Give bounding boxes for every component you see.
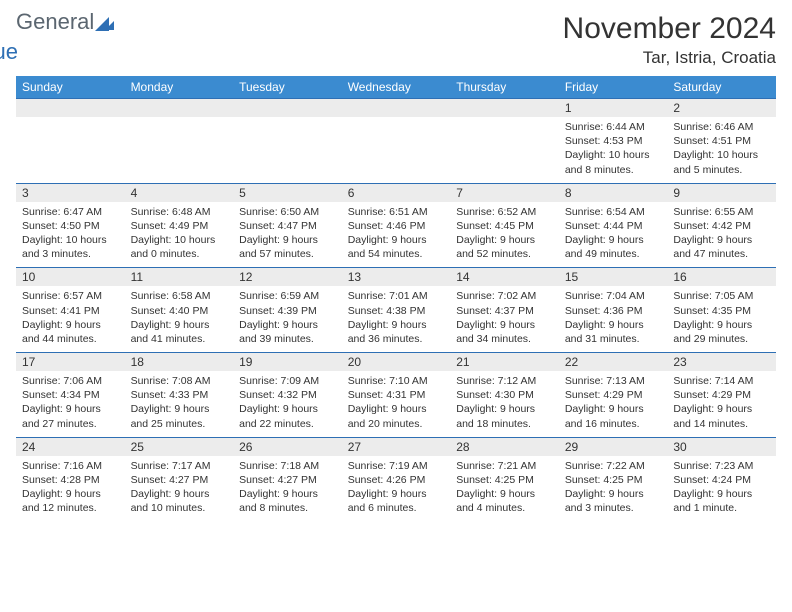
day-number: 10 bbox=[16, 268, 125, 287]
day-info: Sunrise: 6:52 AMSunset: 4:45 PMDaylight:… bbox=[450, 202, 559, 268]
day-info: Sunrise: 7:18 AMSunset: 4:27 PMDaylight:… bbox=[233, 456, 342, 522]
day-info: Sunrise: 6:50 AMSunset: 4:47 PMDaylight:… bbox=[233, 202, 342, 268]
day-info: Sunrise: 7:08 AMSunset: 4:33 PMDaylight:… bbox=[125, 371, 234, 437]
weekday-header: Tuesday bbox=[233, 76, 342, 99]
day-info: Sunrise: 6:59 AMSunset: 4:39 PMDaylight:… bbox=[233, 286, 342, 352]
day-number: 8 bbox=[559, 183, 668, 202]
header: General Blue November 2024 Tar, Istria, … bbox=[16, 12, 776, 68]
day-info: Sunrise: 7:22 AMSunset: 4:25 PMDaylight:… bbox=[559, 456, 668, 522]
day-info: Sunrise: 6:57 AMSunset: 4:41 PMDaylight:… bbox=[16, 286, 125, 352]
logo: General Blue bbox=[16, 12, 114, 52]
day-info: Sunrise: 7:05 AMSunset: 4:35 PMDaylight:… bbox=[667, 286, 776, 352]
day-number: 16 bbox=[667, 268, 776, 287]
day-number: 22 bbox=[559, 353, 668, 372]
day-info: Sunrise: 6:58 AMSunset: 4:40 PMDaylight:… bbox=[125, 286, 234, 352]
empty-cell bbox=[125, 117, 234, 183]
day-number: 5 bbox=[233, 183, 342, 202]
day-number: 11 bbox=[125, 268, 234, 287]
day-info: Sunrise: 7:10 AMSunset: 4:31 PMDaylight:… bbox=[342, 371, 451, 437]
day-number: 4 bbox=[125, 183, 234, 202]
day-number: 15 bbox=[559, 268, 668, 287]
weekday-header: Monday bbox=[125, 76, 234, 99]
day-number: 29 bbox=[559, 437, 668, 456]
day-number: 23 bbox=[667, 353, 776, 372]
empty-cell bbox=[233, 99, 342, 118]
day-number: 3 bbox=[16, 183, 125, 202]
empty-cell bbox=[450, 117, 559, 183]
day-number: 13 bbox=[342, 268, 451, 287]
day-number: 21 bbox=[450, 353, 559, 372]
day-info: Sunrise: 6:48 AMSunset: 4:49 PMDaylight:… bbox=[125, 202, 234, 268]
day-number: 17 bbox=[16, 353, 125, 372]
day-number: 25 bbox=[125, 437, 234, 456]
day-number: 20 bbox=[342, 353, 451, 372]
empty-cell bbox=[450, 99, 559, 118]
empty-cell bbox=[233, 117, 342, 183]
day-info: Sunrise: 7:06 AMSunset: 4:34 PMDaylight:… bbox=[16, 371, 125, 437]
day-number: 14 bbox=[450, 268, 559, 287]
location: Tar, Istria, Croatia bbox=[563, 48, 776, 68]
day-info: Sunrise: 6:46 AMSunset: 4:51 PMDaylight:… bbox=[667, 117, 776, 183]
day-number: 27 bbox=[342, 437, 451, 456]
day-info: Sunrise: 7:01 AMSunset: 4:38 PMDaylight:… bbox=[342, 286, 451, 352]
day-info: Sunrise: 7:17 AMSunset: 4:27 PMDaylight:… bbox=[125, 456, 234, 522]
empty-cell bbox=[342, 99, 451, 118]
day-info: Sunrise: 6:47 AMSunset: 4:50 PMDaylight:… bbox=[16, 202, 125, 268]
empty-cell bbox=[125, 99, 234, 118]
day-number: 18 bbox=[125, 353, 234, 372]
logo-text-general: General bbox=[16, 12, 94, 32]
weekday-header: Sunday bbox=[16, 76, 125, 99]
weekday-header: Saturday bbox=[667, 76, 776, 99]
empty-cell bbox=[342, 117, 451, 183]
empty-cell bbox=[16, 99, 125, 118]
calendar-table: SundayMondayTuesdayWednesdayThursdayFrid… bbox=[16, 76, 776, 521]
day-info: Sunrise: 7:16 AMSunset: 4:28 PMDaylight:… bbox=[16, 456, 125, 522]
day-info: Sunrise: 7:14 AMSunset: 4:29 PMDaylight:… bbox=[667, 371, 776, 437]
day-info: Sunrise: 6:51 AMSunset: 4:46 PMDaylight:… bbox=[342, 202, 451, 268]
day-number: 26 bbox=[233, 437, 342, 456]
day-number: 6 bbox=[342, 183, 451, 202]
empty-cell bbox=[16, 117, 125, 183]
logo-triangle-icon bbox=[105, 21, 114, 30]
day-info: Sunrise: 7:09 AMSunset: 4:32 PMDaylight:… bbox=[233, 371, 342, 437]
day-number: 7 bbox=[450, 183, 559, 202]
day-number: 12 bbox=[233, 268, 342, 287]
weekday-header: Friday bbox=[559, 76, 668, 99]
day-info: Sunrise: 7:23 AMSunset: 4:24 PMDaylight:… bbox=[667, 456, 776, 522]
weekday-header: Wednesday bbox=[342, 76, 451, 99]
weekday-header: Thursday bbox=[450, 76, 559, 99]
day-number: 9 bbox=[667, 183, 776, 202]
day-info: Sunrise: 7:12 AMSunset: 4:30 PMDaylight:… bbox=[450, 371, 559, 437]
day-number: 28 bbox=[450, 437, 559, 456]
day-info: Sunrise: 6:55 AMSunset: 4:42 PMDaylight:… bbox=[667, 202, 776, 268]
day-info: Sunrise: 7:02 AMSunset: 4:37 PMDaylight:… bbox=[450, 286, 559, 352]
day-number: 30 bbox=[667, 437, 776, 456]
day-info: Sunrise: 6:54 AMSunset: 4:44 PMDaylight:… bbox=[559, 202, 668, 268]
logo-text-blue: Blue bbox=[0, 42, 72, 62]
day-info: Sunrise: 7:04 AMSunset: 4:36 PMDaylight:… bbox=[559, 286, 668, 352]
day-info: Sunrise: 7:13 AMSunset: 4:29 PMDaylight:… bbox=[559, 371, 668, 437]
day-info: Sunrise: 6:44 AMSunset: 4:53 PMDaylight:… bbox=[559, 117, 668, 183]
day-info: Sunrise: 7:19 AMSunset: 4:26 PMDaylight:… bbox=[342, 456, 451, 522]
day-number: 1 bbox=[559, 99, 668, 118]
day-number: 19 bbox=[233, 353, 342, 372]
month-title: November 2024 bbox=[563, 12, 776, 46]
day-info: Sunrise: 7:21 AMSunset: 4:25 PMDaylight:… bbox=[450, 456, 559, 522]
day-number: 24 bbox=[16, 437, 125, 456]
day-number: 2 bbox=[667, 99, 776, 118]
